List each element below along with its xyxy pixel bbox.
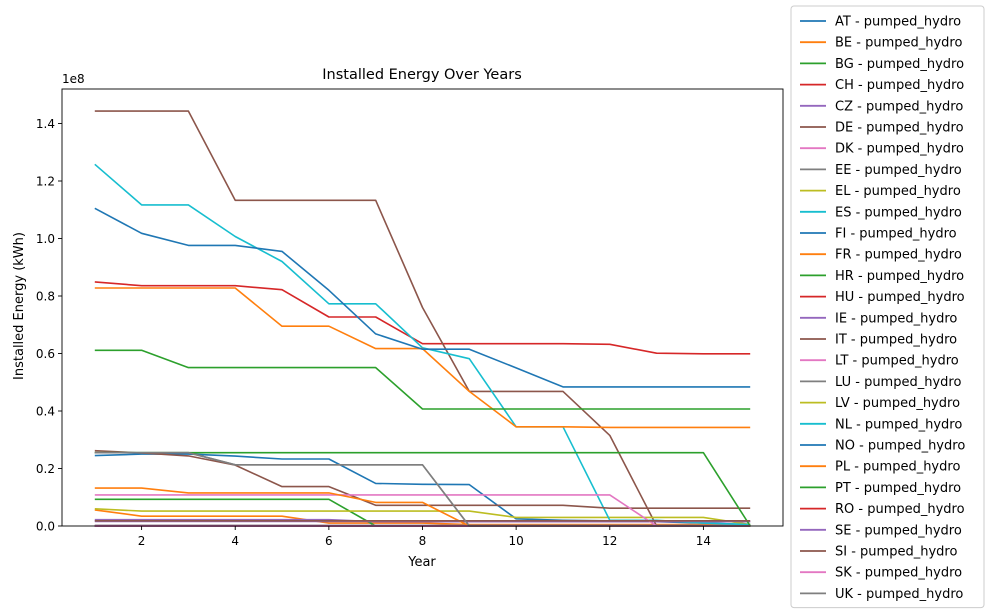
legend-label: AT - pumped_hydro xyxy=(835,15,961,30)
legend-label: SI - pumped_hydro xyxy=(835,545,957,560)
legend-label: RO - pumped_hydro xyxy=(835,502,965,517)
legend-label: PT - pumped_hydro xyxy=(835,481,961,496)
y-tick-label: 0.6 xyxy=(36,347,55,361)
legend-label: ES - pumped_hydro xyxy=(835,205,962,220)
legend-box xyxy=(790,5,985,609)
legend-label: HU - pumped_hydro xyxy=(835,290,965,305)
y-axis-label: Installed Energy (kWh) xyxy=(12,232,27,380)
legend-label: DK - pumped_hydro xyxy=(835,142,964,157)
legend-label: SK - pumped_hydro xyxy=(835,566,962,581)
series-line-12 xyxy=(94,349,751,410)
x-tick-label: 14 xyxy=(696,534,711,548)
legend-label: BE - pumped_hydro xyxy=(835,36,962,51)
x-tick-label: 6 xyxy=(325,534,333,548)
plot-area: 2 4 6 8 10 12 14 0.0 0.2 0.4 0.6 0.8 1.0 1.2 1.4 xyxy=(36,88,784,548)
series-line-27 xyxy=(94,451,751,527)
legend-label: IE - pumped_hydro xyxy=(835,311,957,326)
series-line-8 xyxy=(94,508,751,526)
series-line-22 xyxy=(94,451,751,527)
legend-label: CZ - pumped_hydro xyxy=(835,99,963,114)
x-tick-label: 2 xyxy=(138,534,146,548)
legend-label: LV - pumped_hydro xyxy=(835,396,960,411)
legend-label: HR - pumped_hydro xyxy=(835,269,964,284)
x-tick-label: 12 xyxy=(602,534,617,548)
legend-label: NO - pumped_hydro xyxy=(835,439,965,454)
legend-label: FR - pumped_hydro xyxy=(835,248,962,263)
x-tick-label: 10 xyxy=(508,534,523,548)
legend-label: CH - pumped_hydro xyxy=(835,78,964,93)
legend-label: SE - pumped_hydro xyxy=(835,523,962,538)
legend-label: EE - pumped_hydro xyxy=(835,163,962,178)
y-tick-label: 1.0 xyxy=(36,232,55,246)
series-line-3 xyxy=(94,281,751,355)
y-scale-label: 1e8 xyxy=(62,72,85,86)
series-line-5 xyxy=(94,110,751,527)
x-tick-label: 4 xyxy=(231,534,239,548)
y-tick-label: 0.2 xyxy=(36,462,55,476)
legend-label: PL - pumped_hydro xyxy=(835,460,960,475)
y-tick-label: 0.0 xyxy=(36,520,55,534)
legend-label: FI - pumped_hydro xyxy=(835,227,957,242)
legend-label: BG - pumped_hydro xyxy=(835,57,964,72)
legend: AT - pumped_hydro BE - pumped_hydro BG - p… xyxy=(790,5,985,609)
y-tick-label: 1.2 xyxy=(36,175,55,189)
legend-label: EL - pumped_hydro xyxy=(835,184,961,199)
y-tick-label: 0.8 xyxy=(36,290,55,304)
legend-label: LU - pumped_hydro xyxy=(835,375,961,390)
chart-title: Installed Energy Over Years xyxy=(322,67,522,83)
series-line-17 xyxy=(94,451,751,527)
legend-label: DE - pumped_hydro xyxy=(835,121,964,136)
series-line-20 xyxy=(94,207,751,388)
y-tick-label: 0.4 xyxy=(36,405,55,419)
series-line-1 xyxy=(94,509,751,526)
legend-label: UK - pumped_hydro xyxy=(835,587,963,602)
x-tick-label: 8 xyxy=(419,534,427,548)
x-axis-label: Year xyxy=(407,555,436,570)
series-line-16 xyxy=(94,494,751,527)
series-line-15 xyxy=(94,449,751,510)
legend-label: NL - pumped_hydro xyxy=(835,417,962,432)
legend-label: IT - pumped_hydro xyxy=(835,333,957,348)
legend-label: LT - pumped_hydro xyxy=(835,354,959,369)
y-tick-label: 1.4 xyxy=(36,117,55,131)
